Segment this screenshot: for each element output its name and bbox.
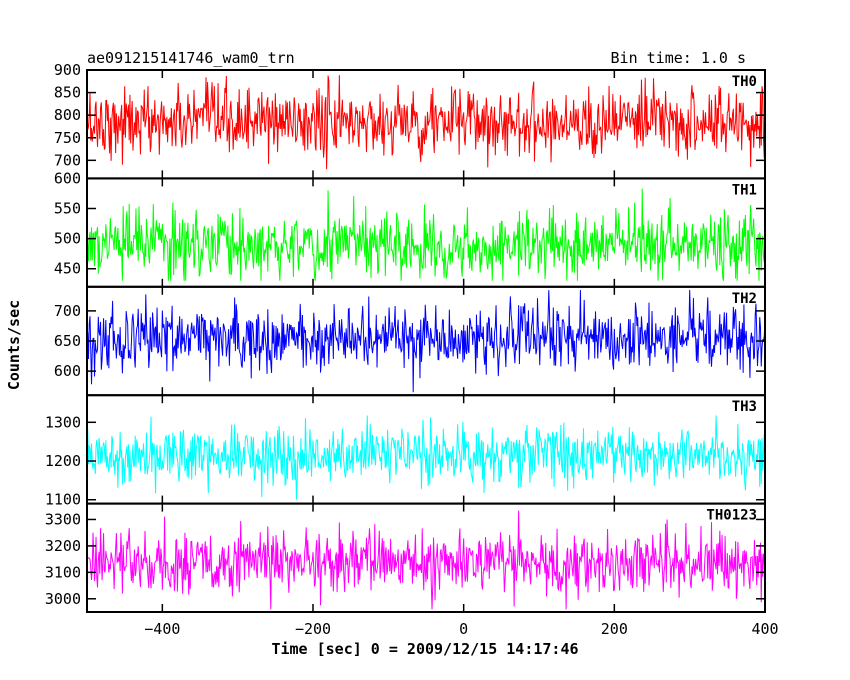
x-axis-title: Time [sec] 0 = 2009/12/15 14:17:46 bbox=[271, 640, 578, 658]
y-tick-label: 500 bbox=[54, 230, 81, 248]
y-tick-label: 1200 bbox=[45, 452, 81, 470]
x-axis: −400 −200 0 200 400 bbox=[144, 620, 778, 638]
series-label: TH1 bbox=[732, 182, 757, 198]
y-tick-label: 900 bbox=[54, 61, 81, 79]
y-tick-label: 3200 bbox=[45, 537, 81, 555]
series-line-th0 bbox=[87, 75, 765, 170]
plot-title: ae091215141746_wam0_trn bbox=[87, 49, 295, 67]
y-tick-label: 3000 bbox=[45, 590, 81, 608]
y-tick-label: 3100 bbox=[45, 563, 81, 581]
y-tick-label: 650 bbox=[54, 332, 81, 350]
series-line-th3 bbox=[87, 415, 765, 500]
y-tick-label: 450 bbox=[54, 260, 81, 278]
y-tick-label: 550 bbox=[54, 200, 81, 218]
panels: 700 750 800 850 900 TH0 450 500 550 600 TH1 600 650 7… bbox=[45, 61, 766, 614]
y-tick-label: 600 bbox=[54, 169, 81, 187]
series-line-th0123 bbox=[87, 510, 765, 610]
series-label: TH2 bbox=[732, 291, 757, 307]
panel-frame bbox=[86, 502, 766, 614]
x-tick-label: 200 bbox=[601, 620, 628, 638]
y-tick-label: 700 bbox=[54, 302, 81, 320]
y-tick-label: 850 bbox=[54, 84, 81, 102]
y-axis-title: Counts/sec bbox=[5, 300, 23, 390]
panel-th0123: 3000 3100 3200 3300 TH0123 bbox=[45, 502, 766, 614]
x-tick-label: 0 bbox=[459, 620, 468, 638]
series-label: TH0 bbox=[732, 74, 757, 90]
y-tick-label: 3300 bbox=[45, 510, 81, 528]
series-line-th2 bbox=[87, 289, 765, 393]
y-tick-label: 800 bbox=[54, 106, 81, 124]
x-tick-label: −400 bbox=[144, 620, 180, 638]
y-tick-label: 600 bbox=[54, 362, 81, 380]
series-line-th1 bbox=[87, 188, 765, 281]
y-tick-label: 750 bbox=[54, 129, 81, 147]
y-tick-label: 1100 bbox=[45, 491, 81, 509]
y-tick-label: 700 bbox=[54, 151, 81, 169]
x-tick-label: −200 bbox=[295, 620, 331, 638]
series-label: TH3 bbox=[732, 399, 757, 415]
series-label: TH0123 bbox=[706, 508, 757, 524]
y-tick-label: 1300 bbox=[45, 413, 81, 431]
bin-time-label: Bin time: 1.0 s bbox=[611, 49, 746, 67]
x-tick-label: 400 bbox=[751, 620, 778, 638]
